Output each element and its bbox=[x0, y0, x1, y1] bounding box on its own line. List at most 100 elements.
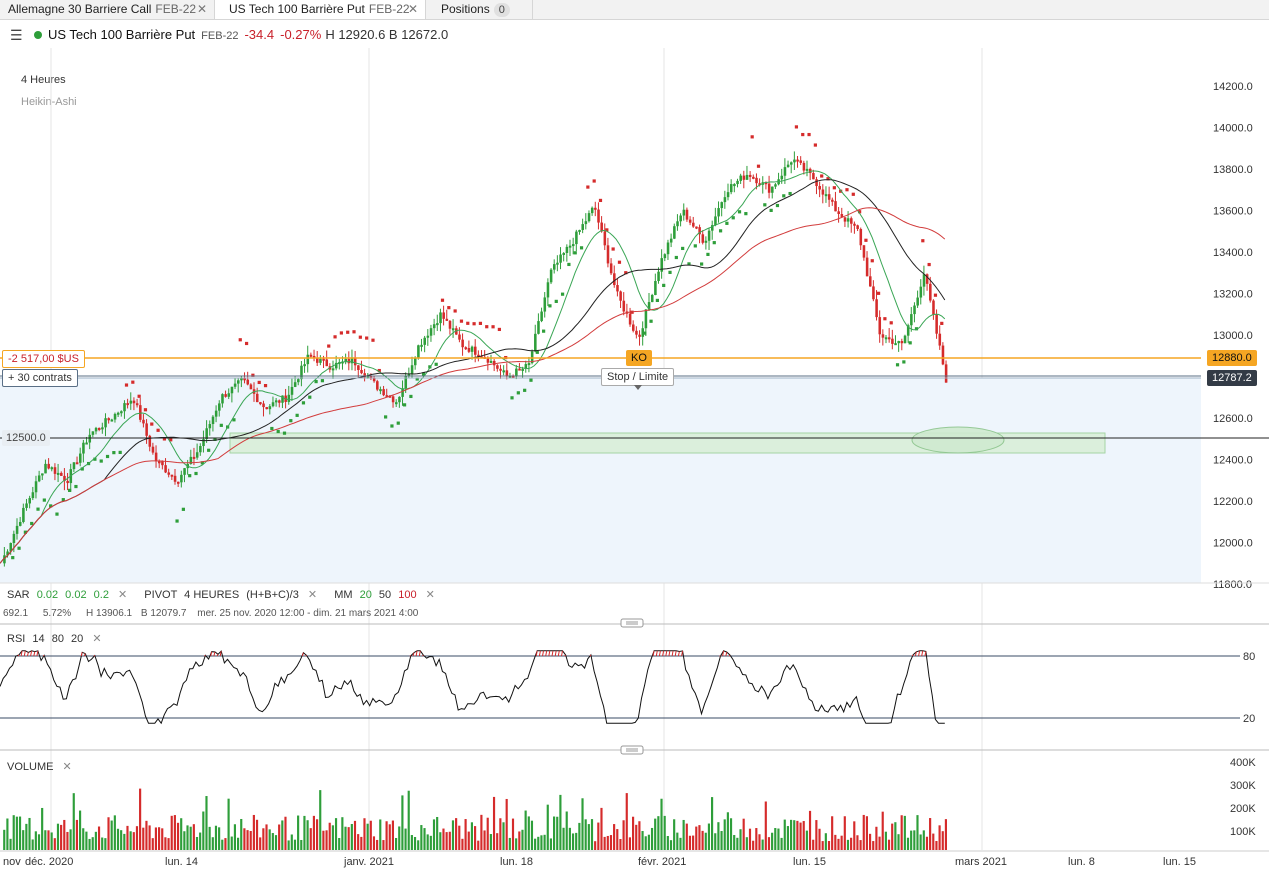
candle-body bbox=[587, 213, 591, 222]
sar-dot bbox=[813, 143, 817, 147]
candle-body bbox=[745, 174, 749, 180]
sar-dot bbox=[908, 341, 912, 345]
menu-icon[interactable]: ☰ bbox=[10, 27, 23, 43]
candle-body bbox=[850, 218, 853, 224]
mm50-line bbox=[0, 179, 946, 564]
close-icon[interactable]: ✕ bbox=[425, 589, 435, 601]
sar-dot bbox=[895, 363, 900, 367]
close-icon[interactable]: ✕ bbox=[407, 2, 418, 16]
sar-dot bbox=[876, 291, 881, 295]
candle-body bbox=[467, 347, 471, 352]
volume-bar bbox=[869, 833, 872, 850]
sar-dot bbox=[693, 244, 697, 248]
candle-body bbox=[496, 365, 499, 369]
sar-dot bbox=[308, 395, 312, 399]
sar-dot bbox=[510, 396, 514, 400]
volume-bar bbox=[587, 824, 590, 850]
close-icon[interactable]: ✕ bbox=[92, 633, 102, 645]
price-change-pct: -0.27% bbox=[280, 27, 322, 42]
position-contracts[interactable]: + 30 contrats bbox=[2, 369, 78, 387]
sar-dot bbox=[845, 188, 849, 192]
candle-body bbox=[104, 418, 107, 428]
volume-bar bbox=[18, 816, 22, 850]
candle-body bbox=[704, 240, 708, 243]
sar-dot bbox=[820, 174, 824, 178]
volume-bar bbox=[600, 807, 603, 850]
volume-bar bbox=[464, 819, 467, 850]
ko-button[interactable]: KO bbox=[626, 350, 652, 366]
sar-dot bbox=[586, 185, 590, 189]
sar-dot bbox=[447, 306, 451, 310]
candle-body bbox=[859, 228, 863, 246]
time-axis-label: lun. 15 bbox=[1163, 856, 1196, 868]
pivot-period: 4 HEURES bbox=[184, 589, 240, 601]
close-icon[interactable]: ✕ bbox=[307, 589, 318, 601]
position-pnl[interactable]: -2 517,00 $US bbox=[2, 350, 85, 368]
sar-dot bbox=[769, 208, 773, 212]
interval-label[interactable]: 4 Heures bbox=[21, 74, 66, 86]
candle-body bbox=[243, 378, 246, 381]
sar-dot bbox=[782, 194, 786, 198]
price-axis-label: 13600.0 bbox=[1213, 206, 1253, 218]
volume-bar bbox=[139, 788, 142, 850]
volume-axis: 400K 300K 200K 100K bbox=[1230, 757, 1256, 838]
rsi-label[interactable]: RSI bbox=[7, 633, 26, 645]
candle-body bbox=[916, 297, 919, 306]
volume-bar bbox=[265, 824, 268, 850]
rsi-param: 20 bbox=[71, 633, 84, 645]
pane-resize-handle[interactable] bbox=[620, 745, 644, 755]
sar-dot bbox=[257, 380, 261, 385]
volume-bar bbox=[676, 832, 679, 850]
volume-bar bbox=[859, 840, 862, 850]
sar-dot bbox=[794, 125, 799, 129]
candle-body bbox=[135, 403, 139, 406]
volume-bar bbox=[357, 834, 360, 850]
tab-title: Positions bbox=[441, 2, 490, 16]
pivot-label[interactable]: PIVOT bbox=[144, 589, 178, 601]
close-icon[interactable]: ✕ bbox=[196, 2, 207, 16]
rsi-param: 14 bbox=[32, 633, 45, 645]
candle-body bbox=[12, 533, 16, 543]
sar-dot bbox=[440, 298, 445, 302]
pane-resize-handle[interactable] bbox=[620, 618, 644, 628]
sar-dot bbox=[327, 344, 331, 348]
level-zone-box bbox=[229, 432, 1106, 454]
tab-us-tech[interactable]: US Tech 100 Barrière Put FEB-22 ✕ bbox=[215, 0, 426, 19]
candle-body bbox=[132, 400, 136, 404]
candle-body bbox=[420, 344, 423, 347]
sar-dot bbox=[276, 429, 280, 434]
volume-bar bbox=[932, 833, 935, 850]
mm-label[interactable]: MM bbox=[334, 589, 353, 601]
volume-bar bbox=[186, 825, 189, 850]
volume-bar bbox=[132, 832, 135, 850]
candle-body bbox=[75, 462, 79, 465]
sar-dot bbox=[169, 438, 173, 442]
stop-limit-button[interactable]: Stop / Limite bbox=[601, 368, 675, 386]
candle-body bbox=[590, 207, 594, 214]
sar-dot bbox=[542, 329, 546, 333]
volume-label[interactable]: VOLUME bbox=[7, 761, 54, 773]
sar-dot bbox=[339, 331, 343, 335]
sar-dot bbox=[36, 507, 40, 511]
volume-bar bbox=[837, 838, 840, 850]
candle-body bbox=[865, 257, 869, 277]
time-axis-label: mars 2021 bbox=[955, 856, 1007, 868]
volume-bar bbox=[376, 839, 379, 850]
close-icon[interactable]: ✕ bbox=[62, 761, 72, 773]
sar-dot bbox=[295, 413, 299, 417]
volume-bar bbox=[856, 835, 859, 850]
volume-bar bbox=[328, 822, 331, 850]
candle-body bbox=[167, 472, 171, 475]
volume-bar bbox=[221, 839, 224, 850]
close-icon[interactable]: ✕ bbox=[118, 589, 128, 601]
tab-allemagne[interactable]: Allemagne 30 Barriere Call FEB-22 ✕ bbox=[0, 0, 215, 19]
tab-positions[interactable]: Positions 0 bbox=[426, 0, 533, 19]
sar-label[interactable]: SAR bbox=[7, 589, 30, 601]
chart-style-label[interactable]: Heikin-Ashi bbox=[21, 96, 77, 108]
volume-bar bbox=[622, 820, 625, 850]
volume-bar bbox=[331, 825, 334, 850]
volume-bar bbox=[25, 823, 28, 850]
volume-bar bbox=[208, 826, 211, 850]
candle-body bbox=[622, 300, 626, 312]
